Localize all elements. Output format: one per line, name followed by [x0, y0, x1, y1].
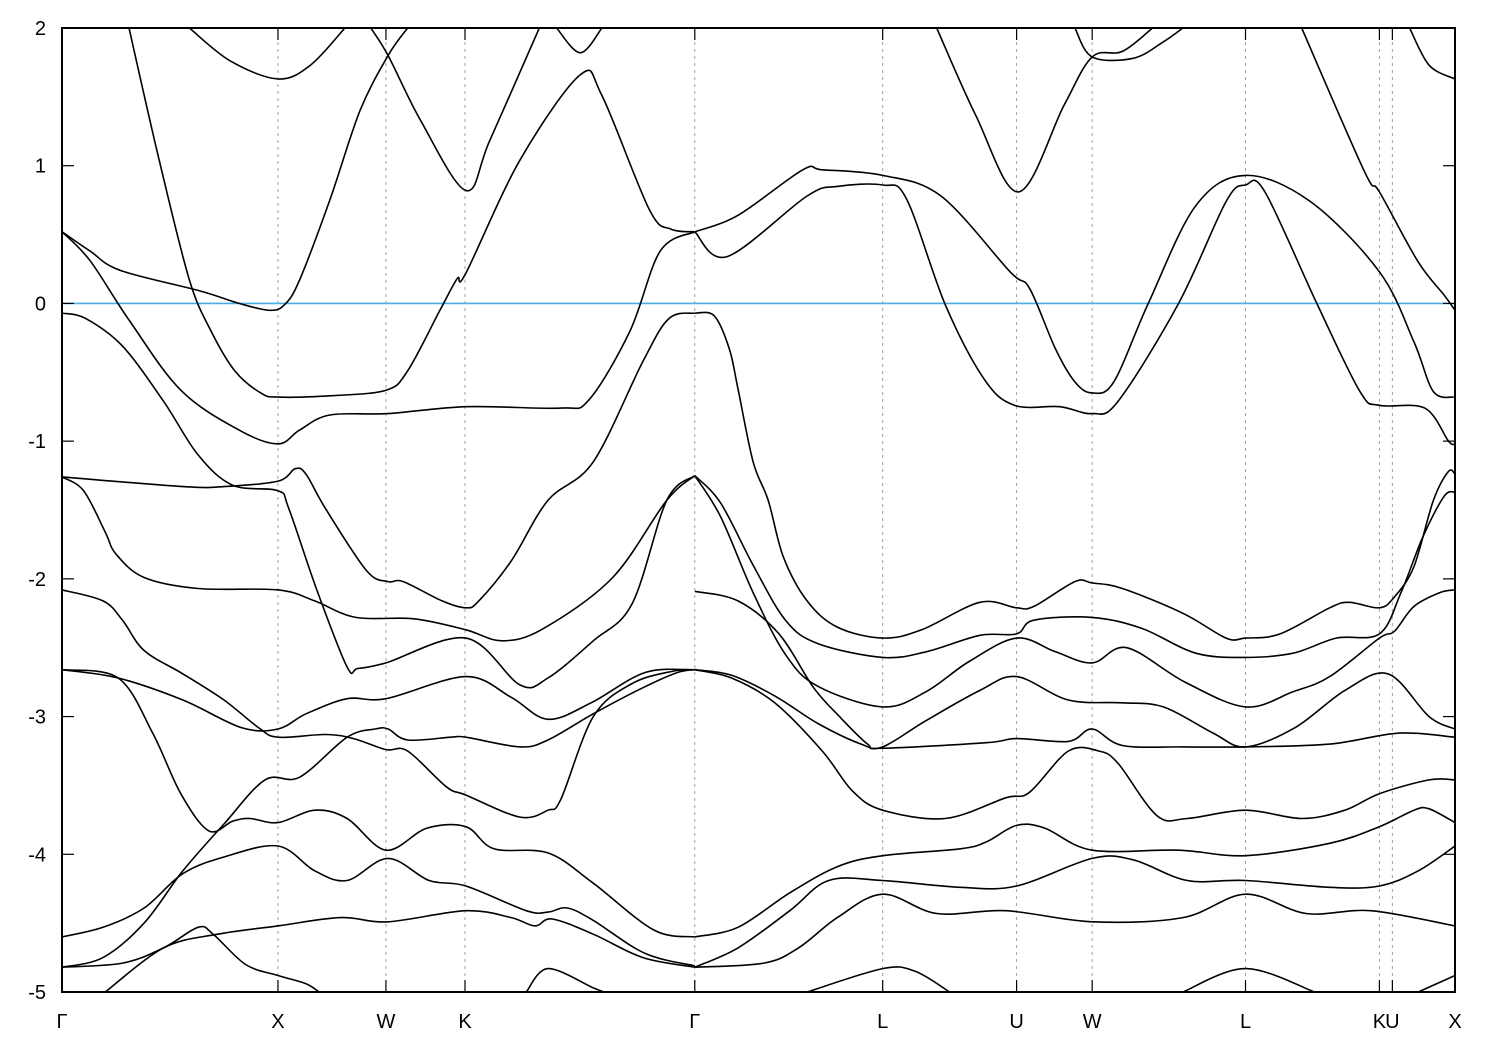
- band-line-34: [1417, 974, 1455, 992]
- band-line-26: [694, 590, 1455, 750]
- x-tick-label: K: [1373, 1011, 1387, 1033]
- band-line-8: [62, 474, 696, 642]
- y-tick-label: 0: [35, 293, 46, 315]
- y-tick-label: 2: [35, 18, 46, 40]
- x-tick-label: U: [1009, 1011, 1023, 1033]
- band-line-24: [694, 475, 1455, 659]
- band-line-0: [188, 28, 346, 80]
- symmetry-point-gridlines: [277, 28, 1393, 992]
- band-line-6: [62, 312, 696, 689]
- band-line-16: [104, 909, 695, 992]
- x-tick-label: K: [458, 1011, 472, 1033]
- band-line-25: [694, 475, 1455, 708]
- band-line-27: [694, 668, 1455, 750]
- plot-frame: [61, 27, 1456, 993]
- band-line-20: [1300, 28, 1455, 311]
- y-tick-label: -1: [28, 431, 46, 453]
- band-line-28: [694, 668, 1455, 822]
- band-line-17: [525, 967, 605, 992]
- band-line-1: [128, 28, 695, 399]
- band-line-23: [1074, 28, 1184, 62]
- band-line-2: [62, 28, 409, 312]
- y-tick-label: -2: [28, 569, 46, 591]
- band-line-4: [555, 28, 603, 54]
- y-tick-label: 1: [35, 156, 46, 178]
- x-tick-label: U: [1385, 1011, 1399, 1033]
- band-line-7: [694, 311, 1455, 641]
- band-line-18: [694, 179, 1455, 446]
- band-line-21: [1408, 28, 1455, 80]
- x-tick-label: Γ: [689, 1011, 700, 1033]
- x-tick-label: X: [1448, 1011, 1461, 1033]
- band-line-9: [62, 312, 695, 609]
- band-line-13: [62, 668, 695, 968]
- axis-ticks: [62, 27, 1455, 993]
- y-tick-label: -5: [28, 982, 46, 1004]
- band-line-30: [694, 845, 1455, 968]
- band-line-19: [694, 165, 1455, 399]
- band-line-11: [62, 668, 695, 732]
- y-tick-label: -4: [28, 844, 46, 866]
- band-line-29: [694, 806, 1455, 938]
- band-line-3: [370, 28, 541, 192]
- band-line-33: [1182, 967, 1315, 992]
- x-tick-label: L: [877, 1011, 888, 1033]
- band-line-12: [62, 668, 695, 938]
- y-tick-label: -3: [28, 707, 46, 729]
- band-lines: [62, 28, 1455, 992]
- band-line-10: [62, 589, 695, 819]
- band-line-22: [935, 28, 1154, 193]
- x-tick-label: Γ: [56, 1011, 67, 1033]
- band-line-31: [694, 893, 1455, 968]
- band-line-32: [806, 966, 951, 992]
- x-tick-label: L: [1240, 1011, 1251, 1033]
- band-line-14: [62, 844, 695, 967]
- x-tick-label: W: [377, 1011, 396, 1033]
- y-axis-tick-labels: 2 1 0 -1 -2 -3 -4 -5: [28, 18, 46, 1004]
- x-tick-label: X: [271, 1011, 284, 1033]
- band-line-5: [62, 231, 696, 445]
- x-tick-label: W: [1083, 1011, 1102, 1033]
